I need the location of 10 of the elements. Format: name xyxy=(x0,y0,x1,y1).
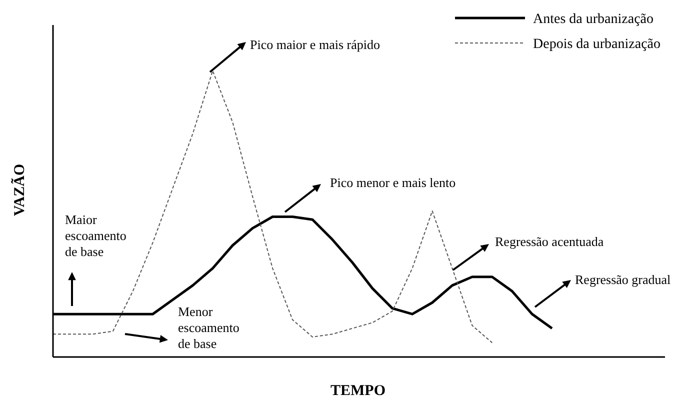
legend-label: Antes da urbanização xyxy=(533,12,654,27)
y-axis-title: VAZÃO xyxy=(11,164,28,216)
text: Pico maior e mais rápido xyxy=(250,37,380,52)
x-axis-title: TEMPO xyxy=(330,383,386,399)
annotation: Maior escoamento de base xyxy=(65,212,126,259)
annotation: Regressão acentuada xyxy=(495,234,604,249)
annotation: Pico menor e mais lento xyxy=(330,175,456,190)
legend-label: Depois da urbanização xyxy=(533,37,660,52)
annotation: Regressão gradual xyxy=(575,272,672,287)
annotation: Menor escoamento de base xyxy=(178,304,240,351)
